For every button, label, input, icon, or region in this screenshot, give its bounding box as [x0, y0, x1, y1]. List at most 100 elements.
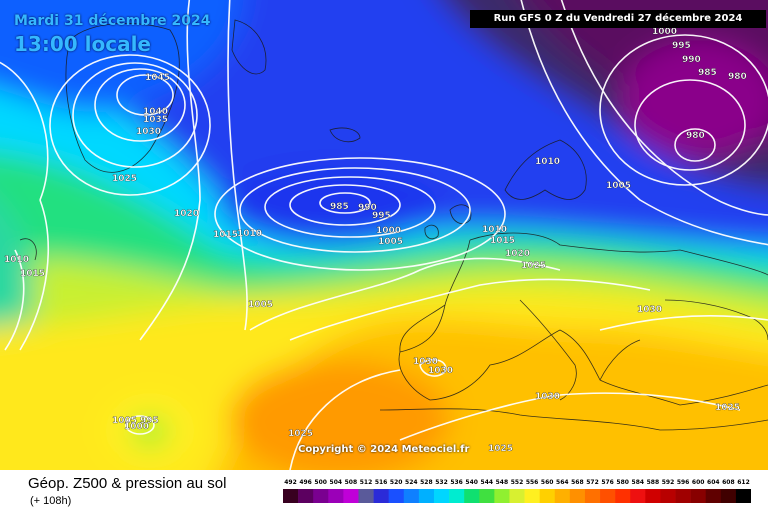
- forecast-date: Mardi 31 décembre 2024: [14, 13, 211, 29]
- legend-values: 492 496 500 504 508 512 516 520 524 528 532 536 540 5…: [284, 479, 750, 486]
- legend-swatch: [705, 489, 722, 503]
- legend-swatch: [373, 489, 389, 503]
- legend-value: 584: [632, 479, 645, 486]
- pressure-label: 1010: [482, 225, 507, 235]
- product-title: Géop. Z500 & pression au sol: [28, 475, 227, 492]
- legend-swatch: [343, 489, 359, 503]
- geopotential-map: 1045 1040 1035 1030 1025 1020 1015 1010 …: [0, 0, 768, 470]
- legend-swatch: [298, 489, 314, 503]
- forecast-time: 13:00 locale: [14, 32, 151, 56]
- legend-swatch: [283, 489, 299, 503]
- z500-color-field: [0, 0, 768, 470]
- legend-swatch: [449, 489, 465, 503]
- legend-swatch: [569, 489, 586, 503]
- legend-value: 576: [601, 479, 614, 486]
- pressure-label: 1000: [652, 27, 677, 37]
- legend-swatch: [600, 489, 616, 503]
- legend-swatch: [313, 489, 329, 503]
- pressure-label: 1030: [428, 366, 453, 376]
- legend-value: 520: [390, 479, 403, 486]
- pressure-label: 1025: [715, 403, 740, 413]
- coastlines: [19, 19, 768, 431]
- legend-swatch: [358, 489, 374, 503]
- legend-value: 608: [722, 479, 735, 486]
- pressure-label: 1000: [376, 226, 401, 236]
- pressure-label: 995: [672, 41, 691, 51]
- pressure-label: 1015: [20, 269, 45, 279]
- legend-value: 516: [375, 479, 388, 486]
- legend-color-scale: [283, 489, 751, 503]
- pressure-label: 1010: [535, 157, 560, 167]
- pressure-label: 1040: [143, 107, 168, 117]
- pressure-label: 990: [358, 203, 377, 213]
- legend-value: 508: [345, 479, 358, 486]
- pressure-label: 995: [372, 211, 391, 221]
- legend-value: 592: [662, 479, 675, 486]
- pressure-label: 990: [682, 55, 701, 65]
- pressure-label: 1015: [490, 236, 515, 246]
- legend-swatch: [584, 489, 601, 503]
- legend-swatch: [418, 489, 435, 503]
- pressure-label: 995: [140, 416, 159, 426]
- legend-value: 492: [284, 479, 297, 486]
- legend-value: 540: [465, 479, 478, 486]
- legend-swatch: [660, 489, 676, 503]
- legend-value: 532: [435, 479, 448, 486]
- isobars: [0, 0, 768, 470]
- pressure-label: 1005: [248, 300, 273, 310]
- pressure-label: 985: [330, 202, 349, 212]
- pressure-label: 1030: [136, 127, 161, 137]
- pressure-label: 1025: [521, 261, 546, 271]
- pressure-label: 1025: [488, 444, 513, 454]
- legend-value: 564: [556, 479, 569, 486]
- legend-value: 588: [647, 479, 660, 486]
- legend-value: 500: [314, 479, 327, 486]
- legend-value: 568: [571, 479, 584, 486]
- pressure-labels: 1045 1040 1035 1030 1025 1020 1015 1010 …: [4, 27, 747, 454]
- pressure-label: 1010: [4, 255, 29, 265]
- pressure-label: 1020: [505, 249, 530, 259]
- legend-swatch: [433, 489, 450, 503]
- legend-value: 536: [450, 479, 463, 486]
- pressure-label: 1030: [413, 357, 438, 367]
- legend-swatch: [403, 489, 420, 503]
- legend-swatch: [630, 489, 646, 503]
- legend-swatch: [615, 489, 631, 503]
- legend-value: 528: [420, 479, 433, 486]
- legend-value: 580: [616, 479, 629, 486]
- legend-value: 604: [707, 479, 720, 486]
- pressure-label: 980: [686, 131, 705, 141]
- legend-swatch: [554, 489, 571, 503]
- legend-swatch: [388, 489, 405, 503]
- legend-swatch: [690, 489, 707, 503]
- legend-value: 600: [692, 479, 705, 486]
- pressure-label: 1025: [112, 174, 137, 184]
- legend-value: 572: [586, 479, 599, 486]
- legend-value: 524: [405, 479, 418, 486]
- legend-swatch: [464, 489, 480, 503]
- legend-swatch: [494, 489, 510, 503]
- legend-value: 596: [677, 479, 690, 486]
- pressure-label: 1000: [124, 422, 149, 432]
- pressure-label: 985: [698, 68, 717, 78]
- legend-swatch: [675, 489, 691, 503]
- legend-value: 512: [360, 479, 373, 486]
- pressure-label: 1005: [378, 237, 403, 247]
- pressure-label: 1035: [143, 115, 168, 125]
- pressure-label: 1015: [213, 230, 238, 240]
- legend-swatch: [509, 489, 525, 503]
- legend-swatch: [645, 489, 661, 503]
- legend-value: 560: [541, 479, 554, 486]
- forecast-step: (+ 108h): [30, 495, 72, 507]
- legend-value: 496: [299, 479, 312, 486]
- pressure-label: 1010: [237, 229, 262, 239]
- pressure-label: 1005: [606, 181, 631, 191]
- pressure-label: 1030: [535, 392, 560, 402]
- legend-value: 504: [330, 479, 343, 486]
- legend-swatch: [735, 489, 751, 503]
- legend-swatch: [479, 489, 495, 503]
- pressure-label: 980: [728, 72, 747, 82]
- legend-swatch: [524, 489, 540, 503]
- legend-swatch: [539, 489, 556, 503]
